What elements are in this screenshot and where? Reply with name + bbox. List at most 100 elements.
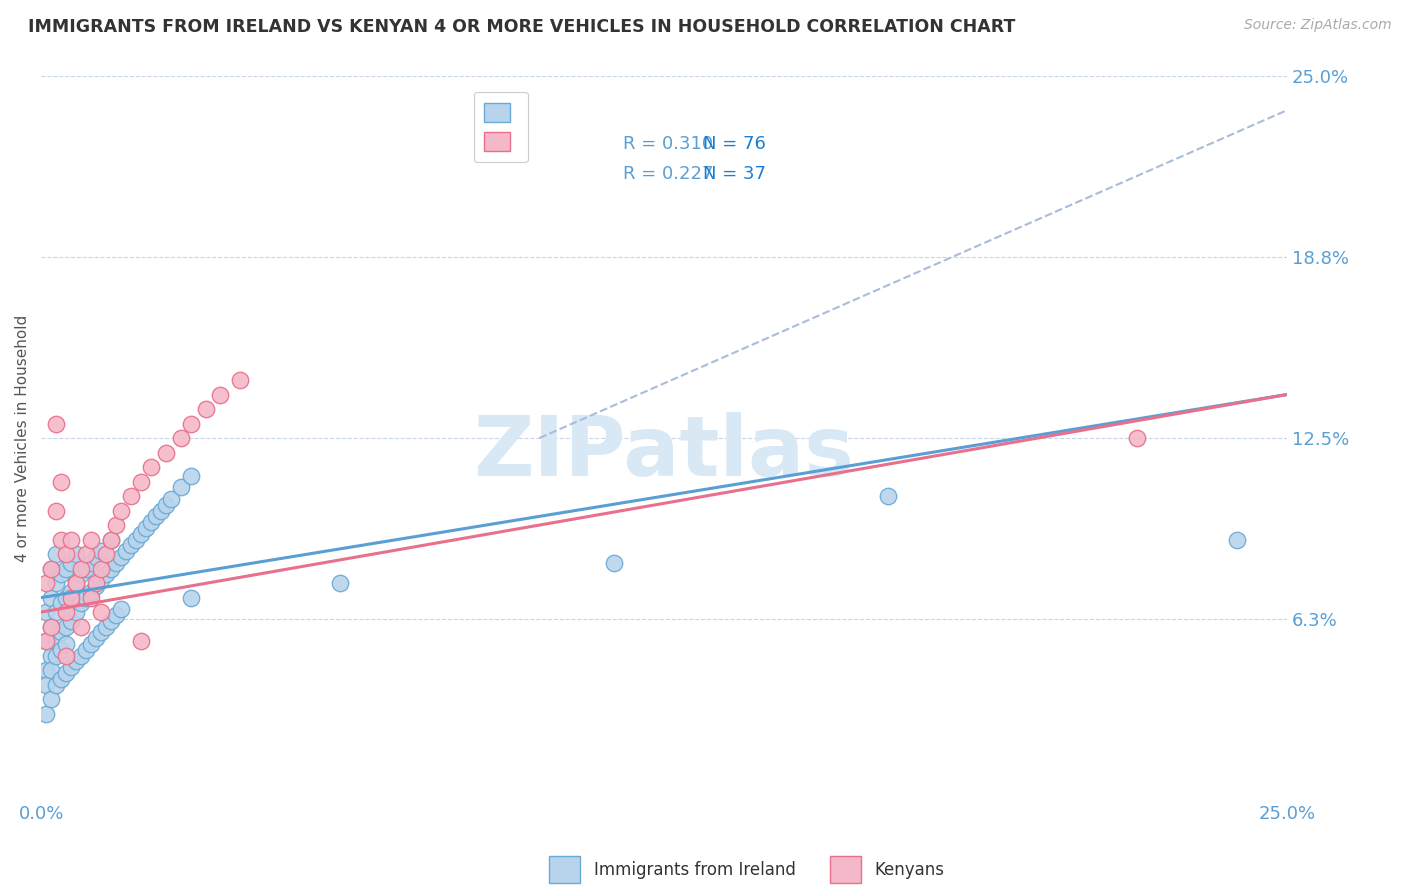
- Point: [65, 605, 87, 619]
- Point: [104, 518, 127, 533]
- Point: [100, 533, 122, 547]
- Point: [329, 576, 352, 591]
- Point: [94, 619, 117, 633]
- Point: [65, 547, 87, 561]
- Point: [110, 549, 132, 564]
- Point: [45, 605, 67, 619]
- Point: [877, 489, 900, 503]
- Point: [65, 576, 87, 591]
- Point: [39, 561, 62, 575]
- Point: [49, 642, 72, 657]
- Point: [49, 475, 72, 489]
- Point: [129, 634, 152, 648]
- Point: [229, 373, 252, 387]
- Point: [35, 605, 58, 619]
- Point: [90, 625, 112, 640]
- Point: [1226, 533, 1249, 547]
- Text: Source: ZipAtlas.com: Source: ZipAtlas.com: [1244, 18, 1392, 32]
- Point: [49, 533, 72, 547]
- Point: [70, 619, 93, 633]
- Point: [139, 460, 162, 475]
- Point: [39, 663, 62, 677]
- Point: [39, 619, 62, 633]
- Point: [49, 596, 72, 610]
- Text: R = 0.310: R = 0.310: [623, 135, 713, 153]
- Point: [75, 591, 97, 605]
- Point: [60, 584, 83, 599]
- Point: [80, 637, 103, 651]
- Point: [129, 475, 152, 489]
- Point: [90, 544, 112, 558]
- Point: [65, 654, 87, 668]
- Point: [60, 660, 83, 674]
- Point: [84, 631, 107, 645]
- Point: [60, 533, 83, 547]
- Point: [104, 607, 127, 622]
- Point: [120, 538, 142, 552]
- Point: [70, 648, 93, 663]
- Point: [45, 677, 67, 691]
- Point: [75, 642, 97, 657]
- Point: [45, 576, 67, 591]
- Point: [75, 561, 97, 575]
- Point: [35, 576, 58, 591]
- Point: [149, 503, 172, 517]
- Point: [110, 503, 132, 517]
- Point: [35, 706, 58, 721]
- Point: [139, 515, 162, 529]
- Text: IMMIGRANTS FROM IRELAND VS KENYAN 4 OR MORE VEHICLES IN HOUSEHOLD CORRELATION CH: IMMIGRANTS FROM IRELAND VS KENYAN 4 OR M…: [28, 18, 1015, 36]
- Point: [65, 576, 87, 591]
- Point: [180, 468, 202, 483]
- Point: [100, 533, 122, 547]
- Point: [39, 591, 62, 605]
- Point: [39, 619, 62, 633]
- Point: [90, 573, 112, 587]
- Point: [45, 547, 67, 561]
- Point: [49, 625, 72, 640]
- Point: [114, 544, 136, 558]
- Point: [80, 556, 103, 570]
- Point: [70, 596, 93, 610]
- Point: [84, 579, 107, 593]
- Point: [155, 445, 177, 459]
- Point: [60, 614, 83, 628]
- Point: [55, 591, 77, 605]
- Point: [60, 591, 83, 605]
- Point: [80, 533, 103, 547]
- Point: [120, 489, 142, 503]
- Point: [55, 637, 77, 651]
- Point: [125, 533, 148, 547]
- Point: [84, 549, 107, 564]
- Text: N = 37: N = 37: [703, 165, 766, 183]
- Point: [100, 561, 122, 575]
- Point: [49, 672, 72, 686]
- Point: [35, 634, 58, 648]
- Point: [1126, 431, 1149, 445]
- Point: [104, 556, 127, 570]
- Text: ZIPatlas: ZIPatlas: [474, 412, 855, 493]
- Point: [55, 547, 77, 561]
- Point: [35, 663, 58, 677]
- Point: [94, 547, 117, 561]
- Point: [45, 634, 67, 648]
- Point: [209, 387, 232, 401]
- Text: Kenyans: Kenyans: [875, 861, 945, 879]
- Point: [94, 567, 117, 582]
- Point: [55, 648, 77, 663]
- Point: [84, 576, 107, 591]
- Point: [45, 417, 67, 431]
- Point: [100, 614, 122, 628]
- Point: [55, 561, 77, 575]
- Point: [35, 634, 58, 648]
- Point: [55, 665, 77, 680]
- Legend: , : ,: [474, 92, 527, 162]
- Point: [70, 567, 93, 582]
- Point: [45, 648, 67, 663]
- Point: [45, 503, 67, 517]
- Point: [55, 605, 77, 619]
- Point: [90, 561, 112, 575]
- Point: [70, 561, 93, 575]
- Point: [39, 561, 62, 575]
- Point: [135, 521, 157, 535]
- Y-axis label: 4 or more Vehicles in Household: 4 or more Vehicles in Household: [15, 315, 30, 562]
